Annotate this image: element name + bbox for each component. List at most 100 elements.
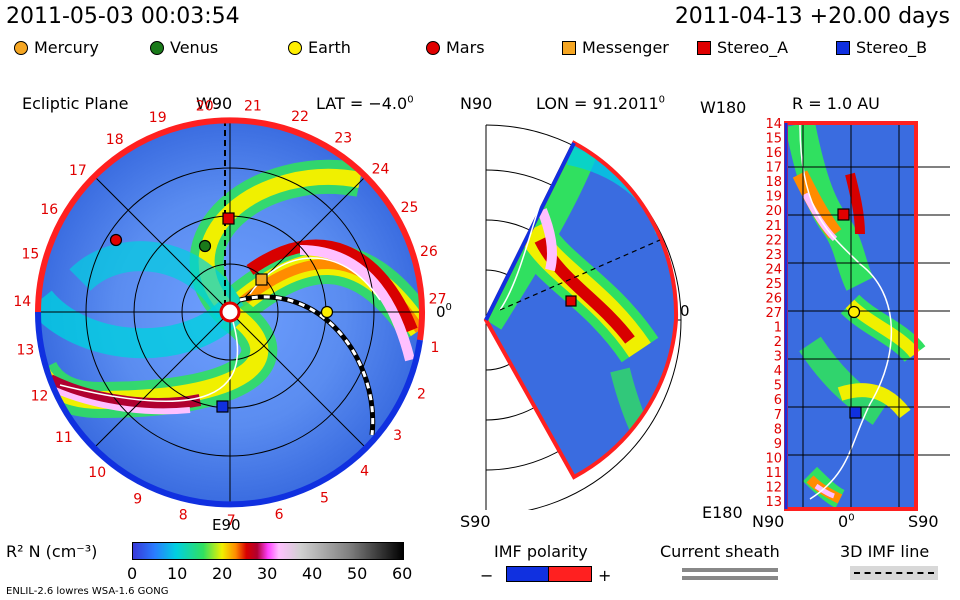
map-y-tick-label: 16 [765,146,782,161]
colorbar-tick-label: 20 [212,564,233,583]
carrington-tick-label: 27 [429,292,447,308]
legend-stereo-b: Stereo_B [836,38,927,57]
carrington-tick-label: 10 [88,465,106,481]
legend-venus: Venus [150,38,218,57]
colorbar-tick-label: 50 [347,564,368,583]
legend-messenger: Messenger [562,38,669,57]
imf3d-dash [854,572,934,574]
legend-mars: Mars [426,38,485,57]
earth-direction-line [499,239,661,311]
mars-marker-icon [426,40,440,55]
map-x-label-n90: N90 [752,512,785,531]
boundary-positive [35,117,425,341]
boundary-negative [34,311,423,508]
earth-marker[interactable] [320,305,334,319]
meridional-top-label: N90 [460,94,493,113]
carrington-tick-label: 19 [149,110,167,126]
legend-mercury: Mercury [14,38,99,57]
ecliptic-title: Ecliptic Plane [22,94,129,113]
density-structures [38,159,422,419]
ecliptic-plot: 20 21222324252627123456789101112131415161… [13,100,452,534]
carrington-tick-label: 20 [196,100,214,115]
imf-polarity-title: IMF polarity [494,542,588,561]
carrington-tick-label: 9 [133,491,142,507]
legend-label: Venus [170,38,219,57]
carrington-tick-label: 26 [420,244,438,260]
meridional-boundary [483,140,679,480]
carrington-tick-label: 5 [320,490,329,506]
carrington-tick-label: 8 [179,508,188,524]
carrington-tick-label: 3 [393,428,402,444]
map-y-tick-label: 11 [765,466,782,481]
colorbar-tick-label: 0 [127,564,138,583]
map-y-tick-label: 8 [774,422,782,437]
stereo-b-marker[interactable] [216,400,229,413]
meridional-bottom-label: S90 [460,512,491,531]
legend-label: Earth [308,38,351,57]
sun-icon [219,301,241,323]
map-y-tick-label: 14 [765,117,782,132]
messenger-marker[interactable] [255,273,268,286]
map-y-tick-label: 25 [765,277,782,292]
carrington-tick-label: 13 [16,342,34,358]
map-y-tick-label: 15 [765,132,782,147]
earth-marker-icon [288,40,302,55]
legend-label: Stereo_B [856,38,928,57]
current-sheath-title: Current sheath [660,542,780,561]
carrington-tick-label: 16 [40,202,58,218]
messenger-marker-icon [562,40,576,55]
colorbar-tick-label: 40 [302,564,323,583]
earth-marker[interactable] [847,305,861,319]
imf-plus-label: + [598,566,612,585]
map-y-tick-label: 3 [774,350,782,365]
carrington-tick-label: 4 [360,464,369,480]
carrington-tick-label: 25 [401,200,419,216]
stereo-b-marker[interactable] [849,406,862,419]
map-y-tick-label: 19 [765,190,782,205]
ecliptic-grid [38,120,422,504]
stereo-a-marker[interactable] [837,208,850,221]
carrington-tick-label: 18 [106,132,124,148]
carrington-tick-label: 11 [55,430,73,446]
legend-label: Stereo_A [717,38,789,57]
stereo-a-marker[interactable] [565,295,577,307]
map-r-label: R = 1.0 AU [792,94,880,113]
map-y-tick-label: 6 [774,393,782,408]
carrington-tick-label: 6 [275,507,284,523]
ecliptic-bottom-label: E90 [212,516,241,534]
map-y-tick-label: 24 [765,262,782,277]
colorbar [132,542,404,560]
mercury-marker-icon [14,40,28,55]
map-y-tick-label: 23 [765,248,782,263]
map-y-tick-label: 22 [765,233,782,248]
map-x-label-0: 00 [838,512,855,531]
map-bottom-left-label: E180 [702,503,743,522]
map-y-tick-label: 4 [774,364,782,379]
run-info: 2011-04-13 +20.00 days [674,4,950,29]
carrington-tick-label: 22 [291,109,309,125]
carrington-tick-label: 21 [244,100,262,114]
carrington-tick-label: 15 [21,247,39,263]
carrington-tick-label: 12 [31,389,49,405]
map-y-tick-label: 1 [774,321,782,336]
mars-marker[interactable] [109,233,123,247]
carrington-tick-label: 17 [69,163,87,179]
map-y-tick-label: 2 [774,335,782,350]
colorbar-tick-label: 10 [167,564,188,583]
map-y-tick-label: 5 [774,379,782,394]
legend-label: Mars [446,38,485,57]
sim-datetime: 2011-05-03 00:03:54 [6,4,240,29]
legend-label: Mercury [34,38,99,57]
ecliptic-lat-label: LAT = −4.00 [316,94,414,113]
current-sheath-line-1 [682,568,778,572]
colorbar-label: R² N (cm⁻³) [6,542,98,561]
map-y-tick-label: 13 [765,495,782,510]
map-y-tick-label: 12 [765,481,782,496]
ecliptic-right-label: 00 [436,302,452,321]
stereo-a-marker[interactable] [222,212,235,225]
carrington-tick-label: 24 [372,161,390,177]
legend-label: Messenger [582,38,669,57]
venus-marker[interactable] [198,239,212,253]
imf-positive-swatch [548,566,592,582]
map-y-tick-label: 20 [765,204,782,219]
